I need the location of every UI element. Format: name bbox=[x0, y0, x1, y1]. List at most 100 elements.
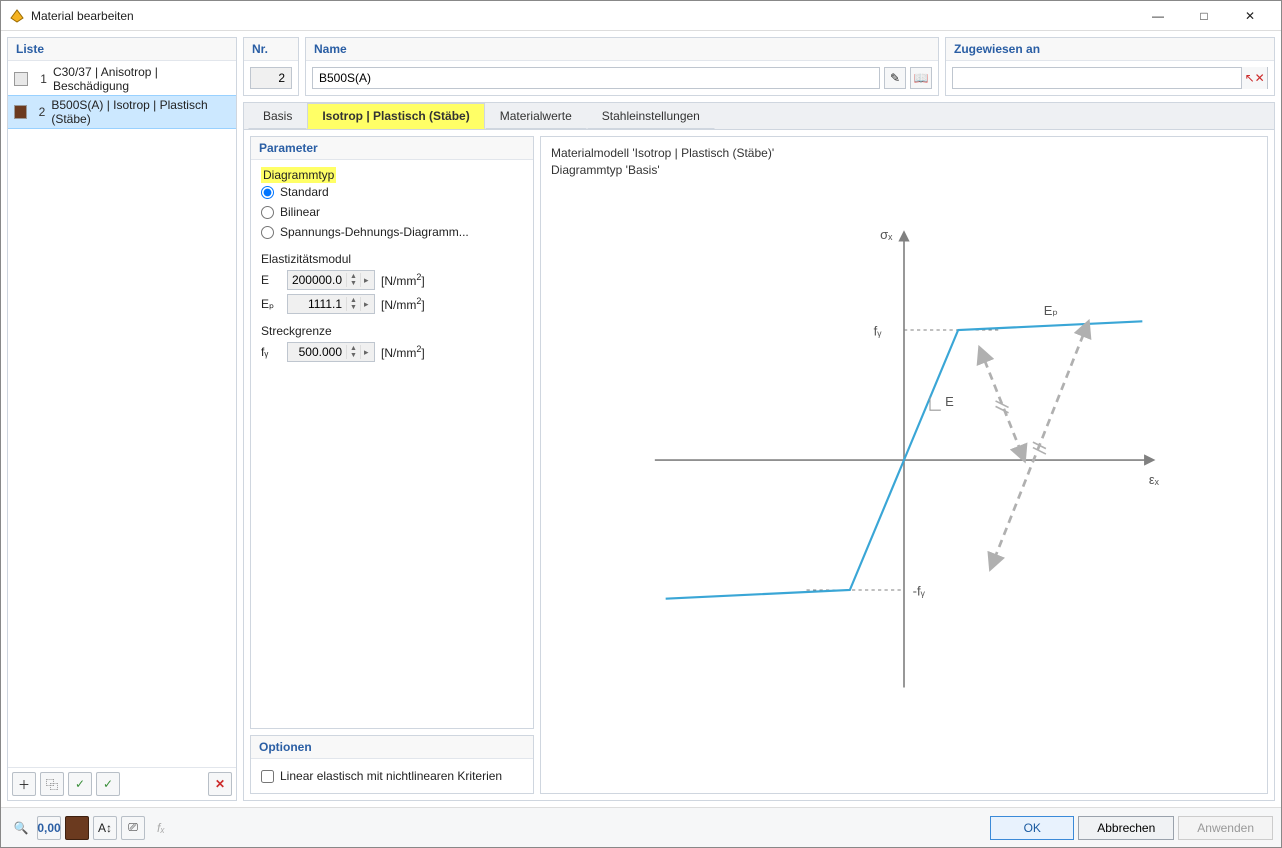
list-item[interactable]: 1 C30/37 | Anisotrop | Beschädigung bbox=[8, 63, 236, 95]
function-button[interactable]: fₓ bbox=[149, 816, 173, 840]
list-item[interactable]: 2 B500S(A) | Isotrop | Plastisch (Stäbe) bbox=[8, 95, 236, 129]
ep-row: Eₚ ▲▼▸ [N/mm2] bbox=[261, 294, 523, 314]
material-list: 1 C30/37 | Anisotrop | Beschädigung 2 B5… bbox=[8, 61, 236, 767]
radio-stress-strain-label: Spannungs-Dehnungs-Diagramm... bbox=[280, 225, 469, 239]
fy-spinner[interactable]: ▲▼▸ bbox=[287, 342, 375, 362]
diagram-body: Materialmodell 'Isotrop | Plastisch (Stä… bbox=[541, 137, 1267, 731]
linear-elastic-checkbox[interactable] bbox=[261, 770, 274, 783]
radio-bilinear-label: Bilinear bbox=[280, 205, 320, 219]
parameter-column: Parameter Diagrammtyp Standard Bilinear … bbox=[250, 136, 534, 794]
spinner-nav-icon[interactable]: ▸ bbox=[361, 347, 372, 358]
spinner-arrows-icon[interactable]: ▲▼ bbox=[346, 345, 361, 359]
radio-bilinear[interactable]: Bilinear bbox=[261, 202, 523, 222]
material-swatch-button[interactable] bbox=[65, 816, 89, 840]
app-icon bbox=[9, 8, 25, 24]
spinner-arrows-icon[interactable]: ▲▼ bbox=[346, 273, 361, 287]
assignment-panel: Zugewiesen an ↖✕ bbox=[945, 37, 1275, 96]
apply-button: Anwenden bbox=[1178, 816, 1273, 840]
name-field[interactable] bbox=[312, 67, 880, 89]
tabbed-panel: Basis Isotrop | Plastisch (Stäbe) Materi… bbox=[243, 102, 1275, 801]
tab-materialwerte[interactable]: Materialwerte bbox=[485, 103, 587, 129]
svg-text:E: E bbox=[945, 394, 954, 409]
display-button[interactable]: ⎚ bbox=[121, 816, 145, 840]
ep-input[interactable] bbox=[288, 296, 346, 312]
radio-standard[interactable]: Standard bbox=[261, 182, 523, 202]
window-title: Material bearbeiten bbox=[31, 9, 1135, 23]
material-swatch-icon bbox=[14, 105, 27, 119]
linear-elastic-label: Linear elastisch mit nichtlinearen Krite… bbox=[280, 769, 502, 783]
svg-text:εₓ: εₓ bbox=[1149, 472, 1160, 487]
tab-basis[interactable]: Basis bbox=[248, 103, 307, 129]
dimensions-button[interactable]: A↕ bbox=[93, 816, 117, 840]
titlebar: Material bearbeiten — □ ✕ bbox=[1, 1, 1281, 31]
list-header: Liste bbox=[8, 38, 236, 61]
linear-elastic-check[interactable]: Linear elastisch mit nichtlinearen Krite… bbox=[261, 767, 523, 785]
dialog-body: Liste 1 C30/37 | Anisotrop | Beschädigun… bbox=[1, 31, 1281, 807]
maximize-button[interactable]: □ bbox=[1181, 1, 1227, 31]
decimals-button[interactable]: 0,00 bbox=[37, 816, 61, 840]
close-button[interactable]: ✕ bbox=[1227, 1, 1273, 31]
diagram-type-label: Diagrammtyp bbox=[261, 167, 336, 183]
select-all-button[interactable]: ✓ bbox=[68, 772, 92, 796]
e-input[interactable] bbox=[288, 272, 346, 288]
options-header: Optionen bbox=[251, 736, 533, 759]
ep-unit: [N/mm2] bbox=[381, 296, 425, 312]
stress-strain-diagram: σₓ εₓ fᵧ -fᵧ E Eₚ bbox=[551, 200, 1257, 720]
svg-text:Eₚ: Eₚ bbox=[1044, 303, 1058, 318]
e-unit: [N/mm2] bbox=[381, 272, 425, 288]
spinner-arrows-icon[interactable]: ▲▼ bbox=[346, 297, 361, 311]
list-item-num: 2 bbox=[33, 105, 46, 119]
search-button[interactable]: 🔍 bbox=[9, 816, 33, 840]
list-item-label: B500S(A) | Isotrop | Plastisch (Stäbe) bbox=[51, 98, 230, 126]
svg-text:σₓ: σₓ bbox=[880, 227, 893, 242]
radio-stress-strain-input[interactable] bbox=[261, 226, 274, 239]
spinner-nav-icon[interactable]: ▸ bbox=[361, 275, 372, 286]
nr-label: Nr. bbox=[244, 38, 298, 61]
parameter-body: Diagrammtyp Standard Bilinear Spannungs-… bbox=[251, 160, 533, 374]
window-controls: — □ ✕ bbox=[1135, 1, 1273, 31]
list-toolbar: ＋ ⿻ ✓ ✓ ✕ bbox=[8, 767, 236, 800]
copy-item-button[interactable]: ⿻ bbox=[40, 772, 64, 796]
svg-text:fᵧ: fᵧ bbox=[874, 323, 883, 338]
library-button[interactable]: 📖 bbox=[910, 67, 932, 89]
assignment-field[interactable]: ↖✕ bbox=[952, 67, 1268, 89]
cancel-button[interactable]: Abbrechen bbox=[1078, 816, 1174, 840]
edit-name-button[interactable]: ✎ bbox=[884, 67, 906, 89]
fy-input[interactable] bbox=[288, 344, 346, 360]
name-panel: Name ✎ 📖 bbox=[305, 37, 939, 96]
tab-isotrop-plastisch[interactable]: Isotrop | Plastisch (Stäbe) bbox=[307, 103, 484, 129]
new-item-button[interactable]: ＋ bbox=[12, 772, 36, 796]
assignment-input[interactable] bbox=[953, 68, 1241, 88]
nr-input bbox=[251, 68, 291, 88]
header-row: Nr. Name ✎ 📖 Zugewiesen an bbox=[243, 37, 1275, 96]
ok-button[interactable]: OK bbox=[990, 816, 1074, 840]
spinner-nav-icon[interactable]: ▸ bbox=[361, 299, 372, 310]
svg-text:-fᵧ: -fᵧ bbox=[913, 583, 926, 598]
radio-bilinear-input[interactable] bbox=[261, 206, 274, 219]
diagram-panel: Materialmodell 'Isotrop | Plastisch (Stä… bbox=[540, 136, 1268, 794]
tab-stahleinstellungen[interactable]: Stahleinstellungen bbox=[587, 103, 715, 129]
select-none-button[interactable]: ✓ bbox=[96, 772, 120, 796]
parameter-panel: Parameter Diagrammtyp Standard Bilinear … bbox=[250, 136, 534, 729]
nr-field bbox=[250, 67, 292, 89]
tab-bar: Basis Isotrop | Plastisch (Stäbe) Materi… bbox=[244, 103, 1274, 130]
material-swatch-icon bbox=[14, 72, 28, 86]
ep-spinner[interactable]: ▲▼▸ bbox=[287, 294, 375, 314]
radio-standard-input[interactable] bbox=[261, 186, 274, 199]
assignment-label: Zugewiesen an bbox=[946, 38, 1274, 61]
pick-assignment-button[interactable]: ↖✕ bbox=[1241, 67, 1267, 89]
name-label: Name bbox=[306, 38, 938, 61]
name-input[interactable] bbox=[313, 68, 879, 88]
emodul-label: Elastizitätsmodul bbox=[261, 252, 523, 266]
minimize-button[interactable]: — bbox=[1135, 1, 1181, 31]
e-row: E ▲▼▸ [N/mm2] bbox=[261, 270, 523, 290]
fy-label: Streckgrenze bbox=[261, 324, 523, 338]
list-panel: Liste 1 C30/37 | Anisotrop | Beschädigun… bbox=[7, 37, 237, 801]
fy-symbol: fᵧ bbox=[261, 345, 281, 359]
ep-symbol: Eₚ bbox=[261, 297, 281, 311]
e-spinner[interactable]: ▲▼▸ bbox=[287, 270, 375, 290]
radio-stress-strain[interactable]: Spannungs-Dehnungs-Diagramm... bbox=[261, 222, 523, 242]
dialog-footer: 🔍 0,00 A↕ ⎚ fₓ OK Abbrechen Anwenden bbox=[1, 807, 1281, 847]
radio-standard-label: Standard bbox=[280, 185, 329, 199]
delete-item-button[interactable]: ✕ bbox=[208, 772, 232, 796]
